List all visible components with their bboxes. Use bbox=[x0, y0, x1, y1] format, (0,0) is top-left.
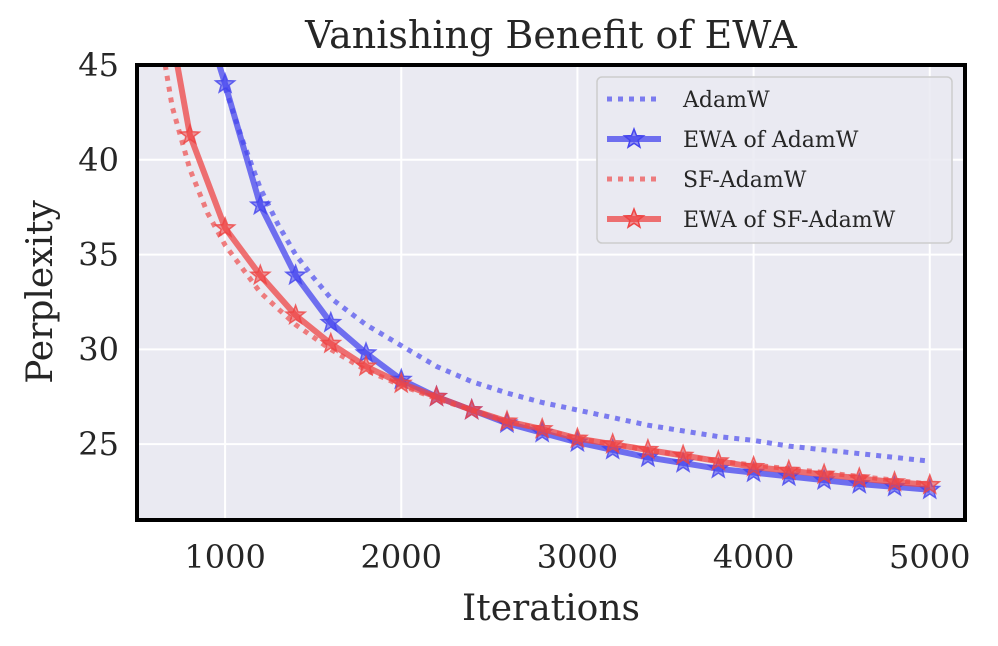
data-point-ewa-of-sf-adamw bbox=[565, 426, 589, 449]
data-point-ewa-of-sf-adamw bbox=[636, 437, 660, 460]
y-axis-label: Perplexity bbox=[20, 200, 61, 384]
data-point-ewa-of-adamw bbox=[248, 193, 272, 216]
x-tick-label: 4000 bbox=[713, 538, 794, 576]
data-point-ewa-of-sf-adamw bbox=[389, 371, 413, 394]
data-point-ewa-of-adamw bbox=[671, 450, 695, 473]
y-axis-ticks: 25 30 35 40 45 bbox=[78, 46, 119, 463]
data-point-ewa-of-sf-adamw bbox=[319, 331, 343, 354]
data-point-ewa-of-sf-adamw bbox=[424, 384, 449, 407]
data-point-ewa-of-adamw bbox=[636, 445, 660, 468]
data-point-ewa-of-sf-adamw bbox=[248, 263, 272, 286]
data-point-ewa-of-sf-adamw bbox=[178, 122, 202, 145]
data-point-ewa-of-sf-adamw bbox=[812, 462, 836, 485]
x-tick-label: 2000 bbox=[361, 538, 442, 576]
legend-label-adamw: AdamW bbox=[682, 88, 770, 113]
legend-label-ewa-of-adamw: EWA of AdamW bbox=[683, 128, 859, 153]
x-tick-label: 5000 bbox=[889, 538, 970, 576]
chart-title: Vanishing Benefit of EWA bbox=[304, 13, 797, 57]
legend-box bbox=[596, 76, 953, 244]
data-point-ewa-of-sf-adamw bbox=[706, 449, 730, 472]
y-tick-label: 35 bbox=[78, 236, 119, 274]
data-point-ewa-of-adamw bbox=[213, 71, 237, 94]
data-point-ewa-of-sf-adamw bbox=[918, 472, 942, 495]
data-point-ewa-of-sf-adamw bbox=[671, 443, 695, 466]
data-point-ewa-of-sf-adamw bbox=[354, 354, 378, 377]
legend-label-ewa-of-sf-adamw: EWA of SF-AdamW bbox=[683, 208, 896, 233]
legend-label-sf-adamw: SF-AdamW bbox=[683, 168, 807, 193]
data-point-ewa-of-adamw bbox=[283, 263, 308, 286]
y-tick-label: 30 bbox=[78, 330, 119, 368]
plot-frame bbox=[135, 63, 967, 522]
data-point-ewa-of-sf-adamw bbox=[601, 432, 625, 455]
x-tick-label: 3000 bbox=[537, 538, 618, 576]
legend-marker-ewa-of-sf-adamw bbox=[622, 206, 646, 229]
y-tick-label: 25 bbox=[78, 425, 119, 463]
y-tick-label: 45 bbox=[78, 46, 119, 84]
data-series bbox=[162, 65, 942, 500]
data-point-ewa-of-adamw bbox=[319, 310, 343, 333]
legend: AdamW EWA of AdamW SF-AdamW EWA of SF-AdamW bbox=[596, 76, 953, 244]
data-point-ewa-of-adamw bbox=[706, 456, 730, 479]
data-point-ewa-of-sf-adamw bbox=[847, 466, 871, 489]
data-point-ewa-of-sf-adamw bbox=[777, 458, 801, 481]
x-tick-label: 1000 bbox=[184, 538, 265, 576]
data-point-ewa-of-sf-adamw bbox=[495, 409, 519, 432]
x-axis-label: Iterations bbox=[462, 588, 640, 629]
series-line-ewa-of-adamw bbox=[216, 65, 931, 493]
data-point-ewa-of-sf-adamw bbox=[882, 469, 907, 492]
data-point-ewa-of-sf-adamw bbox=[283, 303, 308, 326]
data-point-ewa-of-sf-adamw bbox=[530, 416, 554, 439]
data-point-ewa-of-sf-adamw bbox=[742, 454, 766, 477]
x-axis-ticks: 1000 2000 3000 4000 5000 bbox=[184, 538, 970, 576]
data-point-ewa-of-sf-adamw bbox=[460, 397, 484, 420]
legend-marker-ewa-of-adamw bbox=[622, 126, 646, 149]
y-tick-label: 40 bbox=[78, 141, 119, 179]
data-point-ewa-of-sf-adamw bbox=[213, 215, 237, 238]
